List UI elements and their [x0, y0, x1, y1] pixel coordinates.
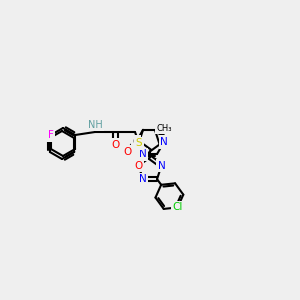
Text: CH₃: CH₃	[157, 124, 172, 133]
Text: NH: NH	[88, 120, 102, 130]
Text: N: N	[139, 174, 147, 184]
Text: O: O	[111, 140, 119, 150]
Text: F: F	[48, 130, 54, 140]
Text: N: N	[139, 149, 147, 159]
Text: C: C	[132, 137, 140, 147]
Text: Cl: Cl	[172, 202, 183, 212]
Text: N: N	[160, 137, 168, 147]
Text: N: N	[158, 161, 165, 171]
Text: O: O	[134, 161, 143, 171]
Text: S: S	[135, 138, 142, 148]
Text: O: O	[124, 147, 132, 157]
